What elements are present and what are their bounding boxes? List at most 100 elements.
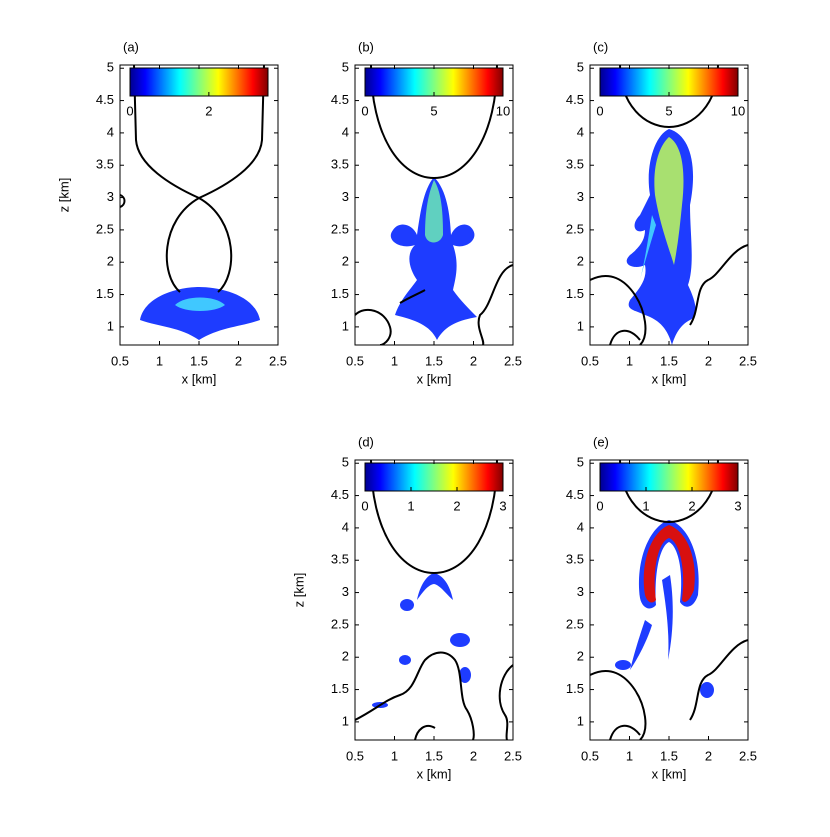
field-region <box>700 682 714 698</box>
x-tick-label: 0.5 <box>346 748 364 763</box>
contour <box>120 194 126 208</box>
panel: 0 1 2 3 0.5 1 1.5 2 2.5 1 1.5 2 2.5 3 3.5 4 4.5 5 (d) x [km… <box>291 434 522 781</box>
y-tick-label: 2 <box>577 254 584 269</box>
panel-label: (b) <box>358 39 374 54</box>
y-tick-label: 1 <box>577 318 584 333</box>
y-tick-label: 1 <box>577 713 584 728</box>
contour <box>590 275 647 345</box>
y-tick-label: 5 <box>107 60 114 75</box>
x-tick-label: 1.5 <box>190 353 208 368</box>
y-axis-label: z [km] <box>56 178 71 213</box>
x-tick-label: 1 <box>626 748 633 763</box>
field-region <box>450 633 470 647</box>
y-tick-label: 5 <box>342 60 349 75</box>
y-tick-label: 4.5 <box>331 487 349 502</box>
x-axis-label: x [km] <box>182 371 217 386</box>
y-tick-label: 3.5 <box>566 157 584 172</box>
x-tick-label: 1 <box>156 353 163 368</box>
colorbar-tick-label: 2 <box>453 498 460 513</box>
y-tick-label: 2 <box>107 254 114 269</box>
x-tick-label: 2.5 <box>504 748 522 763</box>
colorbar <box>364 462 504 492</box>
x-tick-label: 0.5 <box>581 748 599 763</box>
y-tick-label: 2.5 <box>96 221 114 236</box>
colorbar-tick-label: 5 <box>430 103 437 118</box>
x-tick-label: 1 <box>391 748 398 763</box>
contour <box>198 197 233 293</box>
colorbar <box>364 67 504 97</box>
y-tick-label: 4 <box>107 124 114 139</box>
contour <box>414 724 436 740</box>
colorbar-tick-label: 0 <box>361 498 368 513</box>
y-tick-label: 1 <box>342 318 349 333</box>
colorbar <box>599 67 739 97</box>
y-tick-label: 3.5 <box>96 157 114 172</box>
contour <box>165 197 200 293</box>
field <box>355 460 513 740</box>
field-region <box>615 660 631 670</box>
colorbar <box>599 462 739 492</box>
y-tick-label: 2 <box>577 649 584 664</box>
colorbar-tick-label: 10 <box>731 103 745 118</box>
field-region <box>399 655 411 665</box>
axes-frame <box>354 459 514 741</box>
contour <box>370 65 498 180</box>
x-axis-label: x [km] <box>417 371 452 386</box>
x-tick-label: 2 <box>705 353 712 368</box>
colorbar-tick-label: 0 <box>126 103 133 118</box>
colorbar-tick-label: 3 <box>499 498 506 513</box>
y-axis-label: z [km] <box>291 573 306 608</box>
field-region <box>640 215 656 280</box>
x-tick-label: 2 <box>470 748 477 763</box>
field-region <box>630 620 652 670</box>
field-region <box>390 177 477 340</box>
colorbar-tick-label: 2 <box>205 103 212 118</box>
contour <box>609 724 641 740</box>
field-region <box>654 137 684 265</box>
panel: 0 5 10 0.5 1 1.5 2 2.5 1 1.5 2 2.5 3 3.5 4 4.5 5 (c) x [km… <box>566 39 757 386</box>
contour <box>370 460 498 575</box>
panel: 0 2 0.5 1 1.5 2 2.5 1 1.5 2 2.5 3 3.5 4 4.5 5 (a) x [km] z… <box>56 39 287 386</box>
panel: 0 5 10 0.5 1 1.5 2 2.5 1 1.5 2 2.5 3 3.5 4 4.5 5 (b) x [km… <box>331 39 522 386</box>
colorbar-tick-label: 1 <box>642 498 649 513</box>
x-tick-label: 0.5 <box>111 353 129 368</box>
field <box>120 65 265 340</box>
x-tick-label: 2 <box>235 353 242 368</box>
contour <box>355 308 392 345</box>
y-tick-label: 1.5 <box>96 286 114 301</box>
y-tick-label: 2.5 <box>566 221 584 236</box>
y-tick-label: 3 <box>342 189 349 204</box>
y-tick-label: 1.5 <box>566 286 584 301</box>
x-tick-label: 1 <box>626 353 633 368</box>
y-tick-label: 5 <box>342 455 349 470</box>
contour <box>689 244 748 326</box>
y-tick-label: 4 <box>342 124 349 139</box>
colorbar-tick-label: 2 <box>688 498 695 513</box>
x-axis-label: x [km] <box>417 766 452 781</box>
y-tick-label: 2.5 <box>331 616 349 631</box>
y-tick-label: 2 <box>342 649 349 664</box>
y-tick-label: 4 <box>577 124 584 139</box>
field <box>590 460 748 740</box>
x-tick-label: 1.5 <box>425 353 443 368</box>
y-tick-label: 4.5 <box>96 92 114 107</box>
colorbar-tick-label: 1 <box>407 498 414 513</box>
field-region <box>459 667 471 683</box>
field-region <box>400 599 414 611</box>
y-tick-label: 5 <box>577 455 584 470</box>
x-tick-label: 0.5 <box>581 353 599 368</box>
x-tick-label: 2.5 <box>739 748 757 763</box>
y-tick-label: 3.5 <box>566 552 584 567</box>
colorbar-tick-label: 10 <box>496 103 510 118</box>
field-region <box>175 297 225 311</box>
x-tick-label: 2 <box>470 353 477 368</box>
field-region <box>662 575 673 660</box>
x-tick-label: 1 <box>391 353 398 368</box>
x-tick-label: 1.5 <box>660 353 678 368</box>
contour <box>355 651 475 740</box>
y-tick-label: 4 <box>342 519 349 534</box>
field-region <box>140 287 260 340</box>
y-tick-label: 1 <box>107 318 114 333</box>
colorbar-tick-label: 5 <box>665 103 672 118</box>
